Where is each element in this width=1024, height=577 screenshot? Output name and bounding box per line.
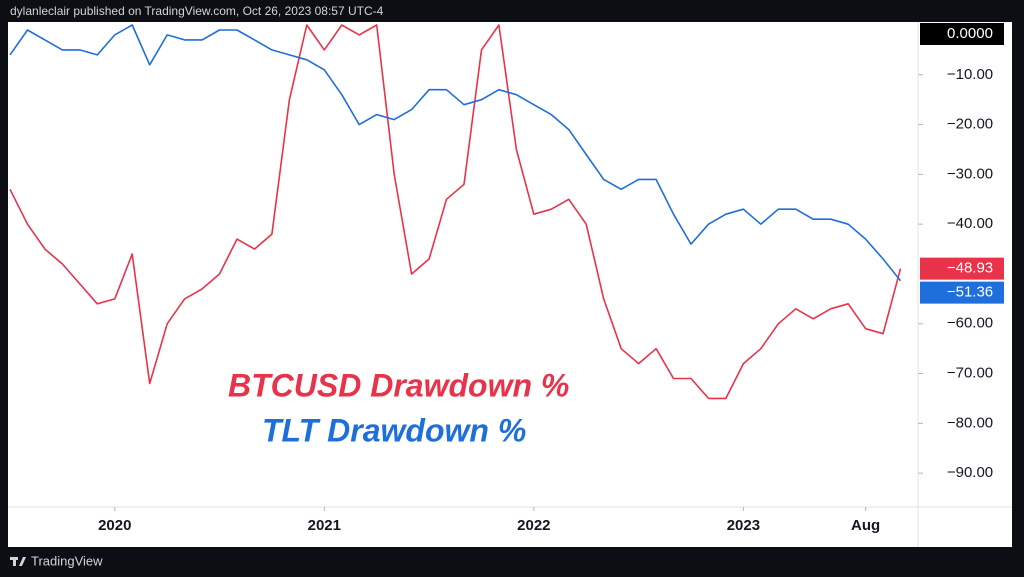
y-tick-label: −90.00 [947,464,993,481]
y-tick-label: −30.00 [947,165,993,182]
y-tick-label: −60.00 [947,315,993,332]
series-line [9,24,902,400]
axis-marker [920,257,1004,280]
axis-marker [920,281,1004,304]
header: dylanleclair published on TradingView.co… [10,4,384,18]
footer: TradingView [31,553,103,568]
annotation: BTCUSD Drawdown % [228,367,569,403]
y-tick-label: −80.00 [947,414,993,431]
y-tick-label: −10.00 [947,66,993,83]
x-tick-label: Aug [851,517,880,534]
y-tick-label: −20.00 [947,116,993,133]
annotation: TLT Drawdown % [262,412,526,448]
y-tick-label: −70.00 [947,365,993,382]
axis-marker [920,23,1004,45]
x-tick-label: 2020 [98,517,131,534]
x-tick-label: 2023 [727,517,760,534]
axis-marker-label: 0.0000 [947,25,993,42]
axis-marker-label: −48.93 [947,260,993,277]
series-line [9,24,902,282]
y-tick-label: −40.00 [947,215,993,232]
x-tick-label: 2022 [517,517,550,534]
logo [10,557,26,566]
axis-marker-label: −51.36 [947,284,993,301]
x-tick-label: 2021 [308,517,341,534]
